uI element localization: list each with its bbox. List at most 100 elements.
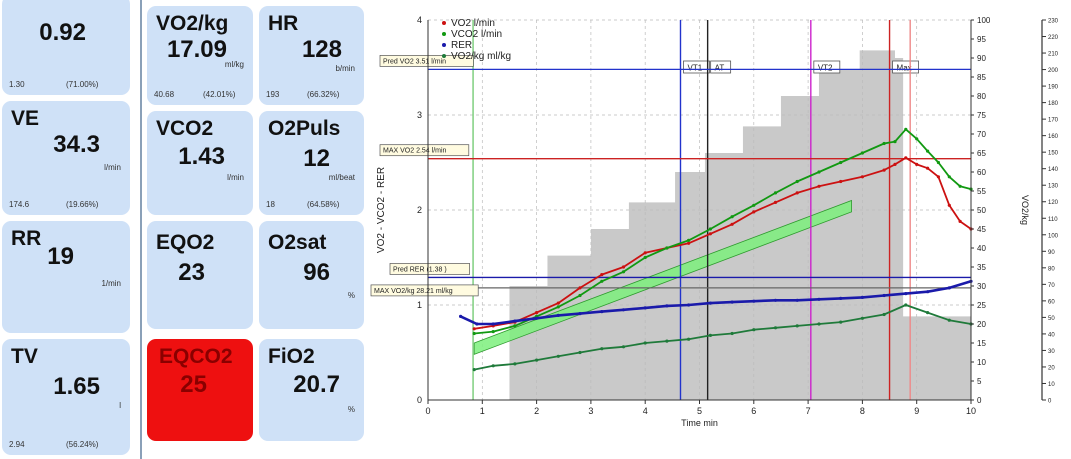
tile-eqco2[interactable]: EQCO2 25 (147, 339, 253, 441)
cpet-trend-chart[interactable]: VT1 AT VT2 Max Pred VO2 3.51 l/min MAX VO2 2… (370, 0, 1068, 459)
data-point (491, 330, 495, 334)
y-far-right-tick-label: 120 (1048, 200, 1059, 206)
eqo2-value: 23 (178, 259, 205, 286)
data-point (926, 149, 930, 153)
data-point (904, 303, 908, 307)
tile-o2puls[interactable]: O2Puls 12 ml/beat 18 (64.58%) (259, 111, 364, 215)
y-right-tick-label: 15 (977, 339, 986, 348)
data-point (578, 350, 582, 355)
fio2-unit: % (347, 405, 355, 414)
threshold-label: VT1 (687, 64, 702, 73)
tv-value: 1.65 (53, 373, 100, 400)
rr-label: RR (11, 227, 42, 250)
tile-ve[interactable]: VE 34.3 l/min 174.6 (19.66%) (2, 101, 130, 215)
data-point (958, 184, 962, 188)
y-right-tick-label: 70 (977, 130, 986, 139)
o2puls-label: O2Puls (268, 117, 341, 140)
o2puls-value: 12 (303, 145, 330, 172)
data-point (817, 170, 821, 174)
reference-label-box (370, 284, 479, 297)
tile-rr[interactable]: RR 19 1/min (2, 221, 130, 333)
tile-hr[interactable]: HR 128 b/min 193 (66.32%) (259, 6, 364, 105)
y-right-tick-label: 50 (977, 206, 986, 215)
data-point (860, 295, 864, 299)
y-far-right-tick-label: 180 (1048, 101, 1059, 107)
y-far-right-tick-label: 10 (1048, 382, 1055, 388)
legend-label: VO2 l/min (451, 18, 495, 29)
data-point (578, 293, 582, 298)
data-point (795, 324, 799, 328)
y-right-tick-label: 95 (977, 35, 986, 44)
series-line (474, 304, 972, 371)
data-point (926, 311, 930, 315)
vo2kg-footer-left: 40.68 (154, 90, 175, 99)
series-line (474, 156, 972, 330)
y-far-right-tick-label: 20 (1048, 365, 1055, 371)
o2sat-unit: % (347, 291, 355, 300)
y-right-tick-label: 35 (977, 263, 986, 272)
vco2-label: VCO2 (156, 117, 214, 140)
ve-footer-left: 174.6 (9, 200, 30, 209)
tv-unit: l (119, 401, 121, 410)
rr-value: 19 (47, 243, 74, 270)
data-point (708, 227, 712, 231)
y-far-right-tick-label: 140 (1048, 167, 1059, 173)
data-point (491, 322, 495, 326)
data-point (621, 270, 626, 274)
y-left-axis-label: VO2 - VCO2 - RER (376, 167, 387, 253)
data-point (904, 292, 908, 296)
tile-vo2[interactable]: 0.92 1.30 (71.00%) (2, 0, 130, 95)
reference-label: MAX VO2/kg 28.21 ml/kg (374, 288, 453, 295)
vco2-value: 1.43 (178, 143, 225, 170)
data-point (936, 175, 941, 179)
y-far-right-tick-label: 160 (1048, 134, 1059, 140)
data-point (860, 175, 864, 179)
data-point (730, 215, 734, 219)
data-point (687, 303, 691, 307)
y-left-tick-label: 4 (417, 15, 422, 25)
y-far-right-tick-label: 230 (1048, 19, 1059, 25)
y-far-right-tick-label: 130 (1048, 184, 1059, 190)
y-right-tick-label: 55 (977, 187, 986, 196)
data-point (687, 238, 691, 242)
tile-eqo2[interactable]: EQO2 23 (147, 221, 253, 329)
data-point (513, 324, 517, 328)
data-point (893, 140, 897, 144)
threshold-label: VT2 (818, 64, 833, 73)
rr-unit: 1/min (101, 279, 121, 288)
data-point (936, 160, 941, 165)
y-far-right-tick-label: 210 (1048, 52, 1059, 58)
tile-vo2kg[interactable]: VO2/kg 17.09 ml/kg 40.68 (42.01%) (147, 6, 253, 105)
data-point (817, 322, 821, 326)
data-point (513, 319, 517, 323)
x-tick-label: 9 (914, 406, 919, 416)
x-tick-label: 1 (480, 406, 485, 416)
y-right-tick-label: 75 (977, 111, 986, 120)
data-point (893, 162, 897, 166)
y-right-tick-label: 60 (977, 168, 986, 177)
hr-unit: b/min (335, 64, 355, 73)
data-point (817, 184, 821, 188)
tile-o2sat[interactable]: O2sat 96 % (259, 221, 364, 329)
data-point (556, 354, 560, 358)
o2puls-unit: ml/beat (328, 173, 355, 182)
tile-vco2[interactable]: VCO2 1.43 l/min (147, 111, 253, 215)
data-point (730, 331, 734, 336)
data-point (535, 311, 539, 315)
vo2kg-value: 17.09 (166, 36, 227, 63)
data-point (947, 175, 951, 179)
hr-footer-right: (66.32%) (307, 90, 340, 99)
data-point (752, 210, 756, 214)
tile-tv[interactable]: TV 1.65 l 2.94 (56.24%) (2, 339, 130, 455)
data-point (947, 286, 951, 290)
x-tick-label: 10 (966, 406, 976, 416)
y-right-tick-label: 65 (977, 149, 986, 158)
x-tick-label: 0 (425, 406, 430, 416)
vo2kg-label: VO2/kg (156, 12, 229, 35)
data-point (665, 304, 669, 308)
data-point (687, 241, 691, 245)
y-right-tick-label: 85 (977, 73, 986, 82)
data-point (915, 162, 919, 166)
tile-fio2[interactable]: FiO2 20.7 % (259, 339, 364, 441)
o2puls-footer-right: (64.58%) (307, 200, 340, 209)
